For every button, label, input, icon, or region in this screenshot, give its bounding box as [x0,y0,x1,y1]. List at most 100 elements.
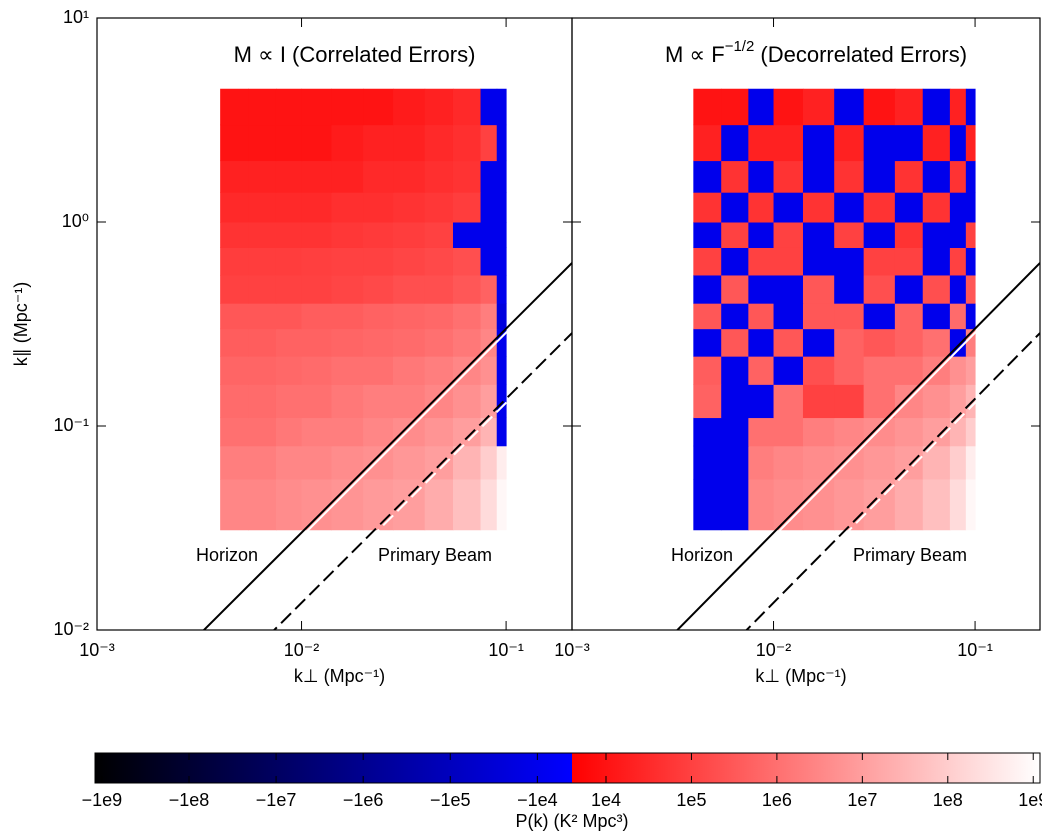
heatmap-cell [363,160,394,193]
heatmap-cell [773,88,804,126]
heatmap-cell [248,124,277,162]
panel-frame [571,17,1041,631]
heatmap-cell [496,124,507,162]
heatmap-cell [393,478,426,531]
line-halo [206,265,572,630]
heatmap-cell [863,356,896,385]
heatmap-cell [301,247,332,276]
heatmap-cell [802,247,835,276]
heatmap-cell [748,384,775,419]
heatmap-cell [773,274,804,304]
heatmap-cell [452,124,482,162]
heatmap-cell [894,328,924,357]
horizon-line [675,262,1040,630]
heatmap-cell [480,478,498,531]
heatmap-cell [802,303,835,330]
heatmap-cell [424,88,454,126]
heatmap-cell [949,384,967,419]
heatmap-cell [949,274,967,304]
heatmap-cell [773,356,804,385]
heatmap-cell [748,417,775,447]
heatmap-cell [802,124,835,162]
heatmap-cell [248,247,277,276]
heatmap-cell [894,88,924,126]
heatmap-cell [834,247,865,276]
heatmap-cell [496,192,507,223]
heatmap-cell [748,303,775,330]
heatmap-cell [275,124,303,162]
heatmap-cell [452,303,482,330]
heatmap-cell [363,417,394,447]
heatmap-cell [393,192,426,223]
heatmap-cell [748,274,775,304]
heatmap-cell [693,192,722,223]
heatmap-cell [802,222,835,248]
heatmap-cell [721,478,749,531]
heatmap-cell [331,274,364,304]
heatmap-cell [331,445,364,480]
heatmap-cell [922,124,951,162]
heatmap-cell [363,384,394,419]
heatmap-cell [301,328,332,357]
heatmap-cell [424,356,454,385]
horizon-line [202,262,572,630]
heatmap-cell [863,160,896,193]
heatmap-cell [748,247,775,276]
heatmap-cell [949,88,967,126]
colorbar-tick-label: −1e4 [517,790,558,810]
heatmap-cell [452,192,482,223]
heatmap-cell [922,247,951,276]
heatmap-cell [894,222,924,248]
x-tick-label: 10⁻³ [554,640,590,660]
heatmap-cell [275,192,303,223]
heatmap-cell [480,192,498,223]
heatmap-cell [220,356,249,385]
heatmap-cell [393,445,426,480]
colorbar-tick-label: 1e8 [933,790,963,810]
heatmap-cell [693,356,722,385]
heatmap-cell [275,274,303,304]
heatmap-cell [802,192,835,223]
heatmap-cell [248,384,277,419]
x-tick-label: 10⁻¹ [488,640,524,660]
heatmap-cell [496,303,507,330]
heatmap-cell [393,274,426,304]
heatmap-cell [452,328,482,357]
heatmap-cell [301,384,332,419]
heatmap-cell [721,303,749,330]
heatmap-cell [480,124,498,162]
heatmap-cell [363,222,394,248]
heatmap-cell [248,356,277,385]
heatmap-cell [693,222,722,248]
heatmap-cell [220,303,249,330]
heatmap-cell [834,328,865,357]
heatmap-cell [922,88,951,126]
heatmap-cell [863,445,896,480]
heatmap-cell [363,124,394,162]
heatmap-cell [248,445,277,480]
heatmap-cell [748,356,775,385]
heatmap-cell [965,124,976,162]
heatmap-cell [496,88,507,126]
heatmap-cell [331,417,364,447]
heatmap-cell [248,160,277,193]
heatmap-cell [965,445,976,480]
heatmap-cell [693,247,722,276]
heatmap-cell [424,274,454,304]
x-axis-label: k⊥ (Mpc⁻¹) [294,666,385,686]
heatmap-cell [275,328,303,357]
heatmap-cell [363,328,394,357]
heatmap-cell [331,88,364,126]
heatmap-cell [496,445,507,480]
heatmap-cell [773,384,804,419]
heatmap-cell [275,384,303,419]
heatmap-cell [863,328,896,357]
heatmap-cell [748,328,775,357]
heatmap-cell [220,478,249,531]
heatmap-cell [393,88,426,126]
heatmap-cell [248,222,277,248]
x-tick-label: 10⁻² [284,640,320,660]
heatmap-cell [693,124,722,162]
heatmap-cell [773,222,804,248]
